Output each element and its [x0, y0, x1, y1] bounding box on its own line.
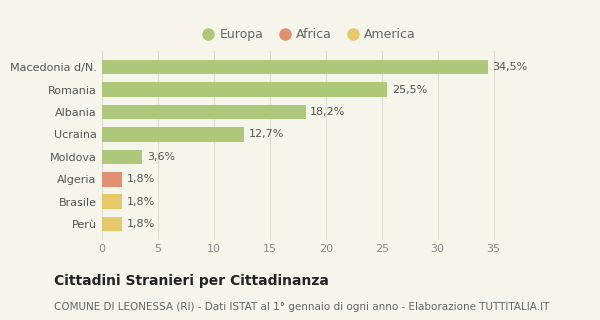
Text: 12,7%: 12,7%	[248, 129, 284, 140]
Bar	[102, 194, 122, 209]
Text: 1,8%: 1,8%	[127, 174, 155, 184]
Text: 3,6%: 3,6%	[147, 152, 175, 162]
Bar	[102, 60, 488, 74]
Text: 1,8%: 1,8%	[127, 219, 155, 229]
Text: Cittadini Stranieri per Cittadinanza: Cittadini Stranieri per Cittadinanza	[54, 274, 329, 288]
Text: COMUNE DI LEONESSA (RI) - Dati ISTAT al 1° gennaio di ogni anno - Elaborazione T: COMUNE DI LEONESSA (RI) - Dati ISTAT al …	[54, 302, 550, 312]
Text: 1,8%: 1,8%	[127, 197, 155, 207]
Legend: Europa, Africa, America: Europa, Africa, America	[197, 23, 421, 46]
Bar	[102, 105, 305, 119]
Bar	[102, 127, 244, 142]
Text: 18,2%: 18,2%	[310, 107, 346, 117]
Bar	[102, 82, 388, 97]
Bar	[102, 172, 122, 187]
Bar	[102, 149, 142, 164]
Text: 34,5%: 34,5%	[493, 62, 528, 72]
Bar	[102, 217, 122, 231]
Text: 25,5%: 25,5%	[392, 84, 427, 94]
